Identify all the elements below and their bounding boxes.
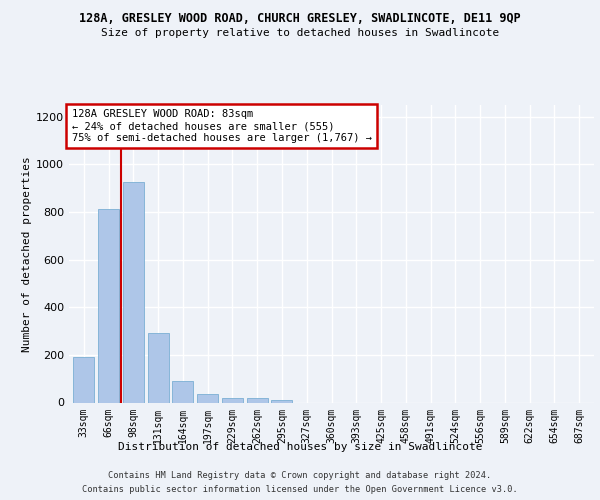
Bar (247, 398, 268, 402)
Text: Size of property relative to detached houses in Swadlincote: Size of property relative to detached ho… (101, 28, 499, 38)
Bar (172, 381, 193, 402)
Y-axis label: Number of detached properties: Number of detached properties (22, 156, 32, 352)
Text: 128A, GRESLEY WOOD ROAD, CHURCH GRESLEY, SWADLINCOTE, DE11 9QP: 128A, GRESLEY WOOD ROAD, CHURCH GRESLEY,… (79, 12, 521, 26)
Text: 128A GRESLEY WOOD ROAD: 83sqm
← 24% of detached houses are smaller (555)
75% of : 128A GRESLEY WOOD ROAD: 83sqm ← 24% of d… (71, 110, 371, 142)
Bar (222, 398, 243, 402)
Text: Contains HM Land Registry data © Crown copyright and database right 2024.: Contains HM Land Registry data © Crown c… (109, 471, 491, 480)
Bar (98, 208, 119, 402)
Bar (148, 334, 169, 402)
Bar (271, 400, 292, 402)
Bar (73, 358, 94, 403)
Text: Distribution of detached houses by size in Swadlincote: Distribution of detached houses by size … (118, 442, 482, 452)
Bar (197, 394, 218, 402)
Bar (123, 182, 144, 402)
Text: Contains public sector information licensed under the Open Government Licence v3: Contains public sector information licen… (82, 485, 518, 494)
